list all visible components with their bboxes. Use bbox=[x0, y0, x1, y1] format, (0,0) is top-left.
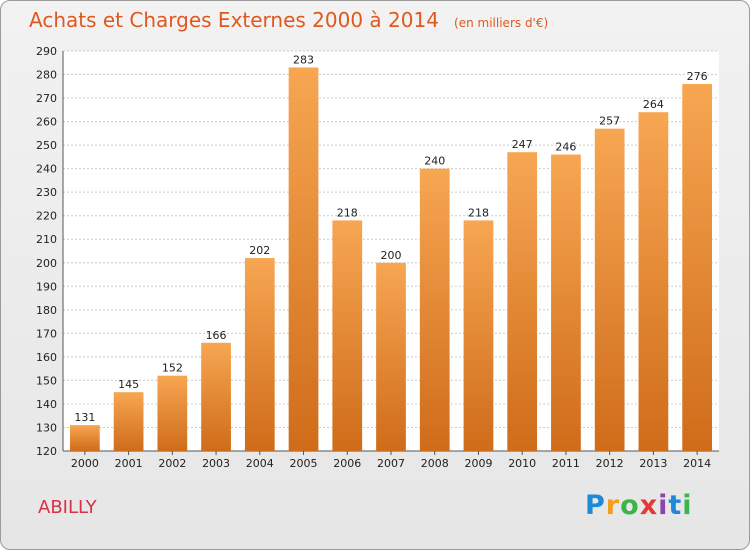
y-tick-label: 230 bbox=[36, 186, 57, 199]
y-tick-label: 290 bbox=[36, 45, 57, 58]
x-tick-label: 2011 bbox=[552, 457, 580, 470]
x-tick-label: 2006 bbox=[333, 457, 361, 470]
bar bbox=[69, 425, 100, 451]
bar bbox=[638, 112, 669, 452]
data-label: 257 bbox=[599, 115, 620, 128]
data-label: 218 bbox=[468, 206, 489, 219]
y-tick-label: 150 bbox=[36, 374, 57, 387]
x-tick-label: 2014 bbox=[683, 457, 711, 470]
x-tick-label: 2012 bbox=[596, 457, 624, 470]
data-label: 247 bbox=[512, 138, 533, 151]
data-label: 246 bbox=[555, 141, 576, 154]
bar bbox=[551, 154, 581, 451]
bar bbox=[288, 67, 319, 452]
y-tick-label: 220 bbox=[36, 210, 57, 223]
y-tick-label: 140 bbox=[36, 398, 57, 411]
bar bbox=[244, 258, 275, 451]
x-tick-label: 2005 bbox=[290, 457, 318, 470]
y-tick-label: 190 bbox=[36, 280, 57, 293]
data-label: 264 bbox=[643, 98, 664, 111]
y-tick-label: 130 bbox=[36, 421, 57, 434]
data-label: 145 bbox=[118, 378, 139, 391]
bar bbox=[594, 128, 625, 451]
x-tick-label: 2009 bbox=[464, 457, 492, 470]
data-label: 131 bbox=[74, 411, 95, 424]
x-tick-label: 2003 bbox=[202, 457, 230, 470]
bar bbox=[157, 375, 188, 451]
logo-letter: r bbox=[605, 490, 621, 521]
x-tick-label: 2007 bbox=[377, 457, 405, 470]
bar bbox=[419, 168, 450, 451]
data-label: 200 bbox=[381, 249, 402, 262]
data-label: 218 bbox=[337, 206, 358, 219]
y-tick-label: 160 bbox=[36, 351, 57, 364]
chart-title: Achats et Charges Externes 2000 à 2014 (… bbox=[29, 8, 548, 32]
x-tick-label: 2004 bbox=[246, 457, 274, 470]
y-tick-label: 250 bbox=[36, 139, 57, 152]
proxiti-logo: Proxiti bbox=[585, 490, 693, 521]
y-tick-label: 180 bbox=[36, 304, 57, 317]
x-tick-label: 2013 bbox=[639, 457, 667, 470]
x-tick-label: 2001 bbox=[115, 457, 143, 470]
logo-letter: t bbox=[668, 490, 683, 521]
data-label: 240 bbox=[424, 155, 445, 168]
title-unit: (en milliers d'€) bbox=[454, 16, 549, 30]
x-tick-label: 2010 bbox=[508, 457, 536, 470]
logo-letter: i bbox=[658, 490, 669, 521]
data-label: 276 bbox=[687, 70, 708, 83]
logo-letter: P bbox=[585, 490, 606, 521]
bar bbox=[507, 152, 538, 452]
bar bbox=[113, 392, 144, 451]
bar bbox=[376, 262, 406, 451]
bar bbox=[201, 342, 231, 451]
data-label: 152 bbox=[162, 362, 183, 375]
bar bbox=[682, 83, 713, 452]
y-tick-label: 280 bbox=[36, 69, 57, 82]
y-tick-label: 120 bbox=[36, 445, 57, 458]
y-tick-label: 170 bbox=[36, 327, 57, 340]
bar bbox=[463, 220, 494, 451]
y-tick-label: 200 bbox=[36, 257, 57, 270]
town-name: ABILLY bbox=[38, 497, 97, 518]
x-tick-label: 2002 bbox=[158, 457, 186, 470]
logo-letter: i bbox=[682, 490, 693, 521]
y-tick-label: 210 bbox=[36, 233, 57, 246]
data-label: 166 bbox=[206, 329, 227, 342]
y-tick-label: 260 bbox=[36, 116, 57, 129]
data-label: 202 bbox=[249, 244, 270, 257]
logo-letter: o bbox=[620, 490, 640, 521]
data-label: 283 bbox=[293, 53, 314, 66]
bar bbox=[332, 220, 363, 451]
y-tick-label: 270 bbox=[36, 92, 57, 105]
x-tick-label: 2008 bbox=[421, 457, 449, 470]
logo-letter: x bbox=[639, 490, 659, 521]
x-tick-label: 2000 bbox=[71, 457, 99, 470]
y-tick-label: 240 bbox=[36, 163, 57, 176]
title-text: Achats et Charges Externes 2000 à 2014 bbox=[29, 8, 439, 32]
